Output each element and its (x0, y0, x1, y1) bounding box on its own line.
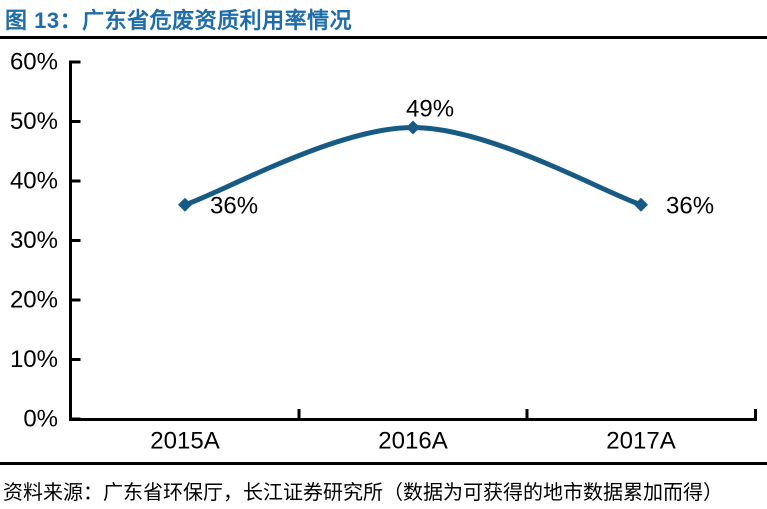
x-tick-label: 2017A (606, 428, 675, 455)
footer-divider (0, 462, 767, 465)
y-tick-label: 20% (10, 287, 58, 314)
x-tick-label: 2016A (378, 428, 447, 455)
y-tick-label: 0% (23, 406, 58, 433)
data-point-label: 49% (406, 95, 454, 122)
y-tick-label: 10% (10, 346, 58, 373)
y-tick-label: 60% (10, 49, 58, 76)
data-point-marker (406, 120, 420, 135)
y-tick-label: 40% (10, 168, 58, 195)
figure-title: 图 13：广东省危废资质利用率情况 (5, 8, 353, 33)
data-point-label: 36% (666, 192, 714, 219)
source-note: 资料来源：广东省环保厅，长江证券研究所（数据为可获得的地市数据累加而得） (3, 482, 723, 504)
x-tick-label: 2015A (150, 428, 219, 455)
data-point-marker (178, 197, 192, 212)
title-divider (0, 36, 767, 39)
data-point-marker (634, 197, 648, 212)
line-chart: 0% 10% 20% 30% 40% 50% 60% 2015A 2016A 2017A 36% 49… (10, 49, 757, 455)
data-point-label: 36% (210, 192, 258, 219)
y-tick-label: 50% (10, 108, 58, 135)
y-tick-label: 30% (10, 227, 58, 254)
